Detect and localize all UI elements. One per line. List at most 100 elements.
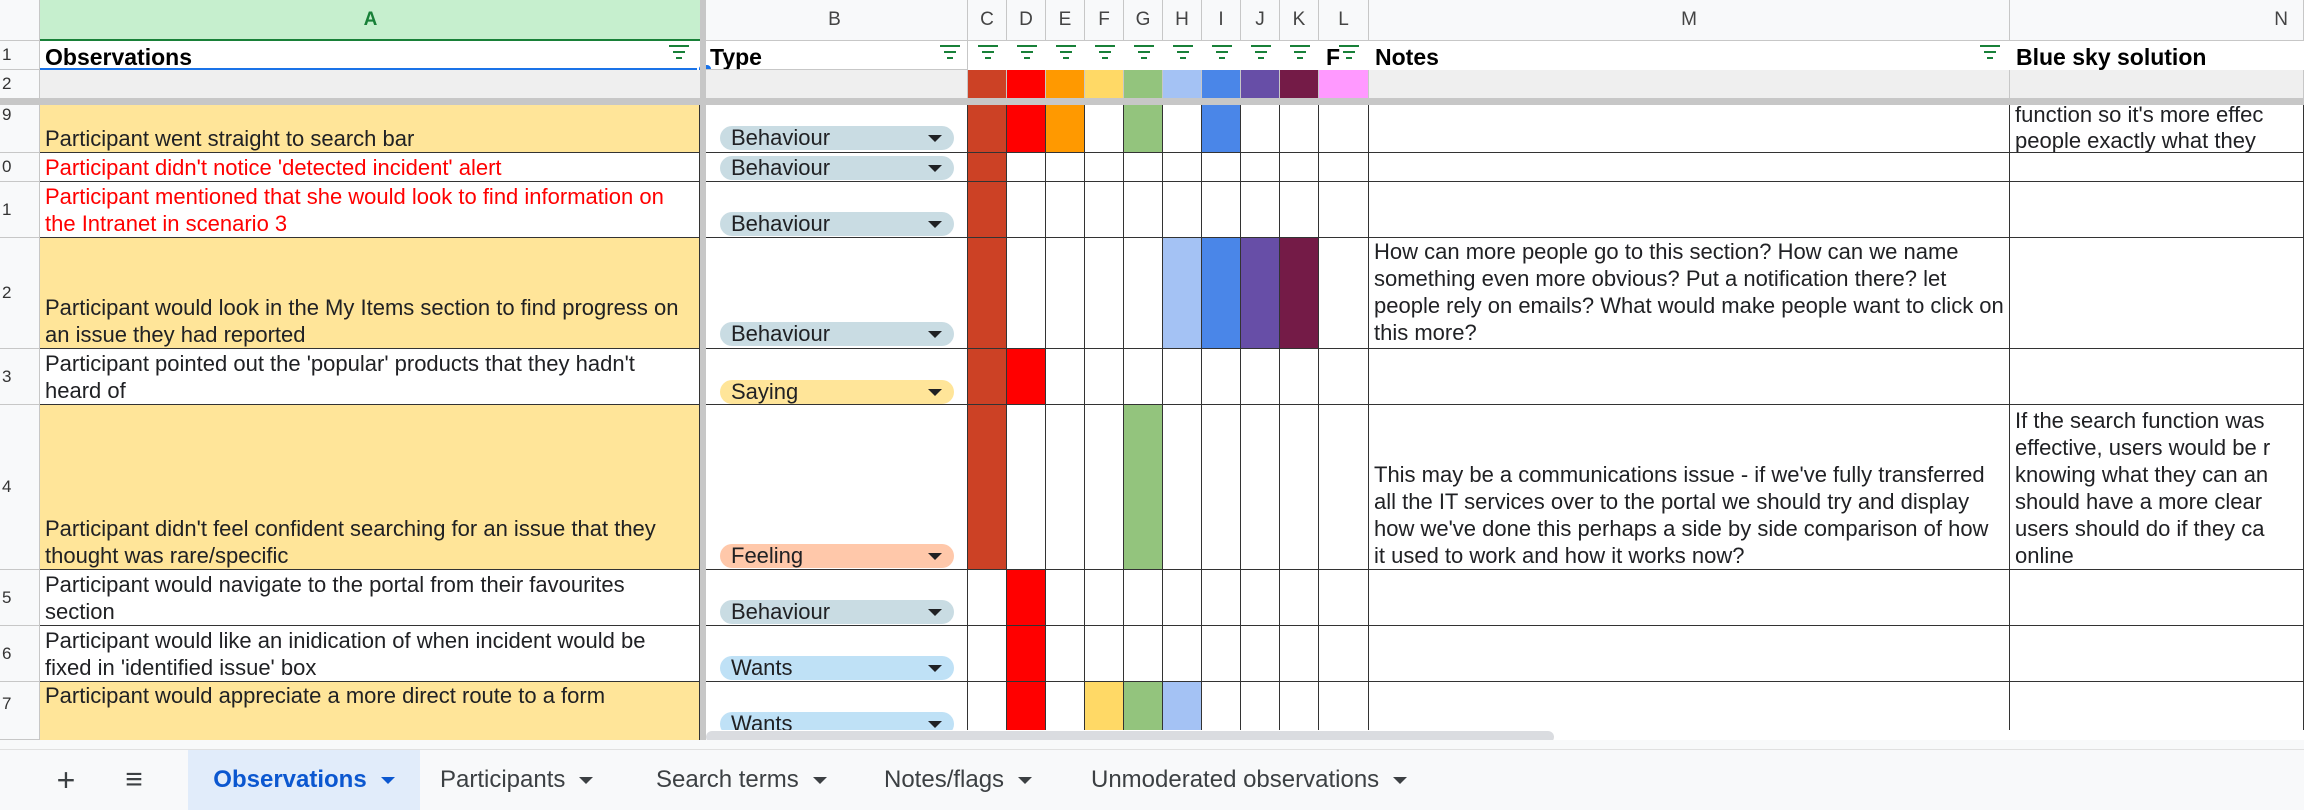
flag-cell-e[interactable] (1046, 182, 1085, 238)
flag-cell-e[interactable] (1046, 105, 1085, 153)
legend-cell-h[interactable] (1163, 70, 1202, 99)
filter-icon[interactable] (669, 45, 689, 61)
flag-cell-g[interactable] (1124, 349, 1163, 405)
row-header[interactable]: 4 (0, 405, 40, 570)
flag-cell-d[interactable] (1007, 570, 1046, 626)
flag-cell-k[interactable] (1280, 105, 1319, 153)
flag-cell-j[interactable] (1241, 238, 1280, 349)
column-header-i[interactable]: I (1202, 0, 1241, 41)
blue-sky-cell[interactable] (2010, 570, 2304, 626)
flag-cell-i[interactable] (1202, 238, 1241, 349)
flag-cell-c[interactable] (968, 238, 1007, 349)
row-header[interactable]: 1 (0, 182, 40, 238)
filter-icon[interactable] (1339, 45, 1359, 61)
type-chip[interactable]: Behaviour (720, 600, 954, 624)
flag-cell-l[interactable] (1319, 405, 1369, 570)
flag-cell-k[interactable] (1280, 682, 1319, 740)
notes-cell[interactable] (1369, 626, 2010, 682)
observation-cell[interactable]: Participant would look in the My Items s… (40, 238, 700, 349)
row2-cell-n[interactable] (2010, 70, 2304, 99)
flag-cell-f[interactable] (1085, 105, 1124, 153)
type-cell[interactable] (706, 682, 968, 740)
column-header-g[interactable]: G (1124, 0, 1163, 41)
flag-cell-c[interactable] (968, 626, 1007, 682)
column-header-j[interactable]: J (1241, 0, 1280, 41)
observation-cell[interactable]: Participant would navigate to the portal… (40, 570, 700, 626)
flag-cell-l[interactable] (1319, 682, 1369, 740)
legend-cell-l[interactable] (1319, 70, 1369, 99)
row-header[interactable]: 6 (0, 626, 40, 682)
notes-cell[interactable]: This may be a communications issue - if … (1369, 405, 2010, 570)
header-cell-observations[interactable]: Observations (40, 41, 702, 70)
flag-cell-d[interactable] (1007, 405, 1046, 570)
column-header-b[interactable]: B (702, 0, 968, 41)
row-header-1[interactable]: 1 (0, 41, 40, 70)
flag-cell-i[interactable] (1202, 153, 1241, 182)
flag-cell-g[interactable] (1124, 570, 1163, 626)
type-cell[interactable] (706, 405, 968, 570)
filter-icon[interactable] (1017, 45, 1037, 61)
blue-sky-cell[interactable]: function so it's more effec people exact… (2010, 105, 2304, 153)
column-header-c[interactable]: C (968, 0, 1007, 41)
flag-cell-h[interactable] (1163, 349, 1202, 405)
flag-cell-f[interactable] (1085, 238, 1124, 349)
legend-cell-g[interactable] (1124, 70, 1163, 99)
flag-cell-d[interactable] (1007, 626, 1046, 682)
blue-sky-cell[interactable] (2010, 182, 2304, 238)
frozen-rows-divider[interactable] (0, 99, 2304, 105)
notes-cell[interactable]: How can more people go to this section? … (1369, 238, 2010, 349)
notes-cell[interactable] (1369, 682, 2010, 740)
flag-cell-i[interactable] (1202, 182, 1241, 238)
flag-cell-c[interactable] (968, 682, 1007, 740)
flag-cell-h[interactable] (1163, 570, 1202, 626)
filter-icon[interactable] (940, 45, 960, 61)
observation-cell[interactable]: Participant would like an inidication of… (40, 626, 700, 682)
all-sheets-button[interactable]: ≡ (114, 750, 154, 810)
flag-cell-g[interactable] (1124, 182, 1163, 238)
row2-cell-m[interactable] (1369, 70, 2010, 99)
flag-cell-e[interactable] (1046, 349, 1085, 405)
notes-cell[interactable] (1369, 105, 2010, 153)
observation-cell[interactable]: Participant didn't notice 'detected inci… (40, 153, 700, 182)
type-chip[interactable]: Behaviour (720, 322, 954, 346)
flag-cell-k[interactable] (1280, 153, 1319, 182)
flag-cell-d[interactable] (1007, 153, 1046, 182)
flag-cell-g[interactable] (1124, 626, 1163, 682)
flag-cell-j[interactable] (1241, 349, 1280, 405)
blue-sky-cell[interactable] (2010, 238, 2304, 349)
type-chip[interactable]: Feeling (720, 544, 954, 568)
type-chip[interactable]: Wants (720, 656, 954, 680)
flag-cell-j[interactable] (1241, 405, 1280, 570)
legend-cell-d[interactable] (1007, 70, 1046, 99)
notes-cell[interactable] (1369, 153, 2010, 182)
flag-cell-j[interactable] (1241, 105, 1280, 153)
observation-cell[interactable]: Participant would appreciate a more dire… (40, 682, 700, 740)
column-header-h[interactable]: H (1163, 0, 1202, 41)
flag-cell-g[interactable] (1124, 153, 1163, 182)
spreadsheet-grid[interactable]: A B C D E F G H I J K L M N 1 2 Observat… (0, 0, 2304, 740)
tab-unmoderated-observations[interactable]: Unmoderated observations (1091, 750, 1408, 810)
flag-cell-k[interactable] (1280, 182, 1319, 238)
flag-cell-h[interactable] (1163, 405, 1202, 570)
flag-cell-c[interactable] (968, 153, 1007, 182)
flag-cell-f[interactable] (1085, 405, 1124, 570)
flag-cell-f[interactable] (1085, 570, 1124, 626)
flag-cell-f[interactable] (1085, 626, 1124, 682)
legend-cell-i[interactable] (1202, 70, 1241, 99)
flag-cell-d[interactable] (1007, 349, 1046, 405)
row-header[interactable]: 2 (0, 238, 40, 349)
type-cell[interactable] (706, 349, 968, 405)
type-chip[interactable]: Behaviour (720, 126, 954, 150)
observation-cell[interactable]: Participant mentioned that she would loo… (40, 182, 700, 238)
flag-cell-f[interactable] (1085, 349, 1124, 405)
blue-sky-cell[interactable]: If the search function was effective, us… (2010, 405, 2304, 570)
notes-cell[interactable] (1369, 570, 2010, 626)
column-header-a[interactable]: A (40, 0, 702, 41)
notes-cell[interactable] (1369, 182, 2010, 238)
flag-cell-i[interactable] (1202, 405, 1241, 570)
frozen-columns-divider[interactable] (700, 0, 706, 740)
filter-icon[interactable] (1095, 45, 1115, 61)
flag-cell-e[interactable] (1046, 153, 1085, 182)
filter-icon[interactable] (978, 45, 998, 61)
flag-cell-d[interactable] (1007, 238, 1046, 349)
